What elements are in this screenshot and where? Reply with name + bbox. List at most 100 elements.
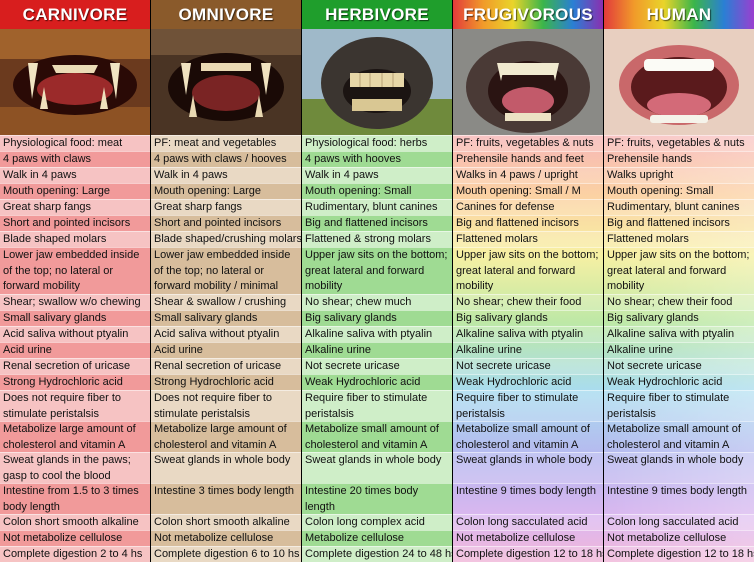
table-cell: Lower jaw embedded inside of the top; no… xyxy=(0,247,150,294)
table-cell: Acid saliva without ptyalin xyxy=(151,326,301,342)
table-cell: Mouth opening: Small xyxy=(302,183,452,199)
table-cell: Metabolize large amount of cholesterol a… xyxy=(151,421,301,452)
table-cell: Walks upright xyxy=(604,167,754,183)
column-carnivore: CARNIVORE Physiological food: meat 4 paws… xyxy=(0,0,150,562)
table-cell: Big and flattened incisors xyxy=(604,215,754,231)
column-frugivorous: FRUGIVOROUS PF: fruits, vegetables & nut… xyxy=(453,0,603,562)
table-cell: Acid urine xyxy=(0,342,150,358)
table-cell: Prehensile hands and feet xyxy=(453,151,603,167)
table-cell: Physiological food: meat xyxy=(0,135,150,151)
table-cell: Lower jaw embedded inside of the top; no… xyxy=(151,247,301,294)
table-cell: Walks in 4 paws / upright xyxy=(453,167,603,183)
table-cell: Not metabolize cellulose xyxy=(151,530,301,546)
table-cell: Great sharp fangs xyxy=(0,199,150,215)
column-header: FRUGIVOROUS xyxy=(453,0,603,30)
table-cell: Colon long sacculated acid xyxy=(604,514,754,530)
table-cell: Weak Hydrochloric acid xyxy=(302,374,452,390)
table-cell: Alkaline urine xyxy=(302,342,452,358)
table-cell: Not metabolize cellulose xyxy=(604,530,754,546)
table-cell: Acid saliva without ptyalin xyxy=(0,326,150,342)
table-cell: 4 paws with claws / hooves xyxy=(151,151,301,167)
table-cell: Intestine 20 times body length xyxy=(302,483,452,514)
table-cell: Small salivary glands xyxy=(151,310,301,326)
table-cell: Renal secretion of uricase xyxy=(151,358,301,374)
column-header: HUMAN xyxy=(604,0,754,30)
table-cell: Require fiber to stimulate peristalsis xyxy=(302,390,452,421)
lion-teeth-photo xyxy=(0,29,150,135)
table-cell: 4 paws with claws xyxy=(0,151,150,167)
table-cell: Alkaline saliva with ptyalin xyxy=(604,326,754,342)
table-cell: Intestine 9 times body length xyxy=(453,483,603,514)
table-cell: Colon short smooth alkaline xyxy=(0,514,150,530)
table-cell: Shear & swallow / crushing xyxy=(151,294,301,310)
table-cell: Sweat glands in whole body xyxy=(453,452,603,483)
table-cell: Walk in 4 paws xyxy=(0,167,150,183)
table-cell: Short and pointed incisors xyxy=(0,215,150,231)
table-cell: Mouth opening: Small xyxy=(604,183,754,199)
table-cell: Sweat glands in whole body xyxy=(604,452,754,483)
table-cell: Metabolize large amount of cholesterol a… xyxy=(0,421,150,452)
table-cell: Rudimentary, blunt canines xyxy=(302,199,452,215)
table-cell: Sweat glands in whole body xyxy=(302,452,452,483)
table-cell: Intestine 9 times body length xyxy=(604,483,754,514)
table-cell: Flattened molars xyxy=(453,231,603,247)
table-cell: Alkaline saliva with ptyalin xyxy=(302,326,452,342)
table-cell: Shear; swallow w/o chewing xyxy=(0,294,150,310)
ape-teeth-photo xyxy=(453,29,603,135)
frugivorous-rows: PF: fruits, vegetables & nuts Prehensile … xyxy=(453,135,603,562)
table-cell: Alkaline urine xyxy=(604,342,754,358)
table-cell: Mouth opening: Large xyxy=(151,183,301,199)
table-cell: Does not require fiber to stimulate peri… xyxy=(0,390,150,421)
table-cell: PF: fruits, vegetables & nuts xyxy=(453,135,603,151)
table-cell: Intestine from 1.5 to 3 times body lengt… xyxy=(0,483,150,514)
table-cell: Weak Hydrochloric acid xyxy=(453,374,603,390)
table-cell: Flattened & strong molars xyxy=(302,231,452,247)
table-cell: 4 paws with hooves xyxy=(302,151,452,167)
table-cell: Walk in 4 paws xyxy=(151,167,301,183)
table-cell: No shear; chew much xyxy=(302,294,452,310)
table-cell: Acid urine xyxy=(151,342,301,358)
table-cell: Flattened molars xyxy=(604,231,754,247)
bear-teeth-photo xyxy=(151,29,301,135)
table-cell: Colon long complex acid xyxy=(302,514,452,530)
table-cell: Colon long sacculated acid xyxy=(453,514,603,530)
table-cell: PF: fruits, vegetables & nuts xyxy=(604,135,754,151)
table-cell: Colon short smooth alkaline xyxy=(151,514,301,530)
table-cell: Strong Hydrochloric acid xyxy=(151,374,301,390)
carnivore-rows: Physiological food: meat 4 paws with claw… xyxy=(0,135,150,562)
rainbow-overlay xyxy=(604,135,754,562)
table-cell: Short and pointed incisors xyxy=(151,215,301,231)
omnivore-rows: PF: meat and vegetables 4 paws with claws… xyxy=(151,135,301,562)
table-cell: Alkaline urine xyxy=(453,342,603,358)
table-cell: Complete digestion 24 to 48 hs xyxy=(302,546,452,562)
table-cell: No shear; chew their food xyxy=(604,294,754,310)
rainbow-background xyxy=(453,135,603,562)
table-cell: Blade shaped molars xyxy=(0,231,150,247)
column-human: HUMAN PF: fruits, vegetables & nuts Prehe… xyxy=(604,0,754,562)
horse-teeth-photo xyxy=(302,29,452,135)
table-cell: Upper jaw sits on the bottom; great late… xyxy=(302,247,452,294)
table-cell: Walk in 4 paws xyxy=(302,167,452,183)
table-cell: No shear; chew their food xyxy=(453,294,603,310)
table-cell: Sweat glands in the paws; gasp to cool t… xyxy=(0,452,150,483)
human-mouth-photo xyxy=(604,29,754,135)
column-header: CARNIVORE xyxy=(0,0,150,30)
table-cell: Strong Hydrochloric acid xyxy=(0,374,150,390)
table-cell: Canines for defense xyxy=(453,199,603,215)
table-cell: Require fiber to stimulate peristalsis xyxy=(453,390,603,421)
table-cell: Prehensile hands xyxy=(604,151,754,167)
table-cell: Not metabolize cellulose xyxy=(0,530,150,546)
column-omnivore: OMNIVORE PF: meat and vegetables 4 paws w… xyxy=(151,0,301,562)
table-cell: Intestine 3 times body length xyxy=(151,483,301,514)
table-cell: Blade shaped/crushing molars xyxy=(151,231,301,247)
column-header: OMNIVORE xyxy=(151,0,301,30)
table-cell: Metabolize small amount of cholesterol a… xyxy=(453,421,603,452)
table-cell: Complete digestion 12 to 18 hs xyxy=(453,546,603,562)
column-header: HERBIVORE xyxy=(302,0,452,30)
table-cell: Physiological food: herbs xyxy=(302,135,452,151)
table-cell: Big salivary glands xyxy=(302,310,452,326)
table-cell: Not secrete uricase xyxy=(302,358,452,374)
table-cell: Upper jaw sits on the bottom; great late… xyxy=(604,247,754,294)
table-cell: Great sharp fangs xyxy=(151,199,301,215)
table-cell: Not secrete uricase xyxy=(604,358,754,374)
